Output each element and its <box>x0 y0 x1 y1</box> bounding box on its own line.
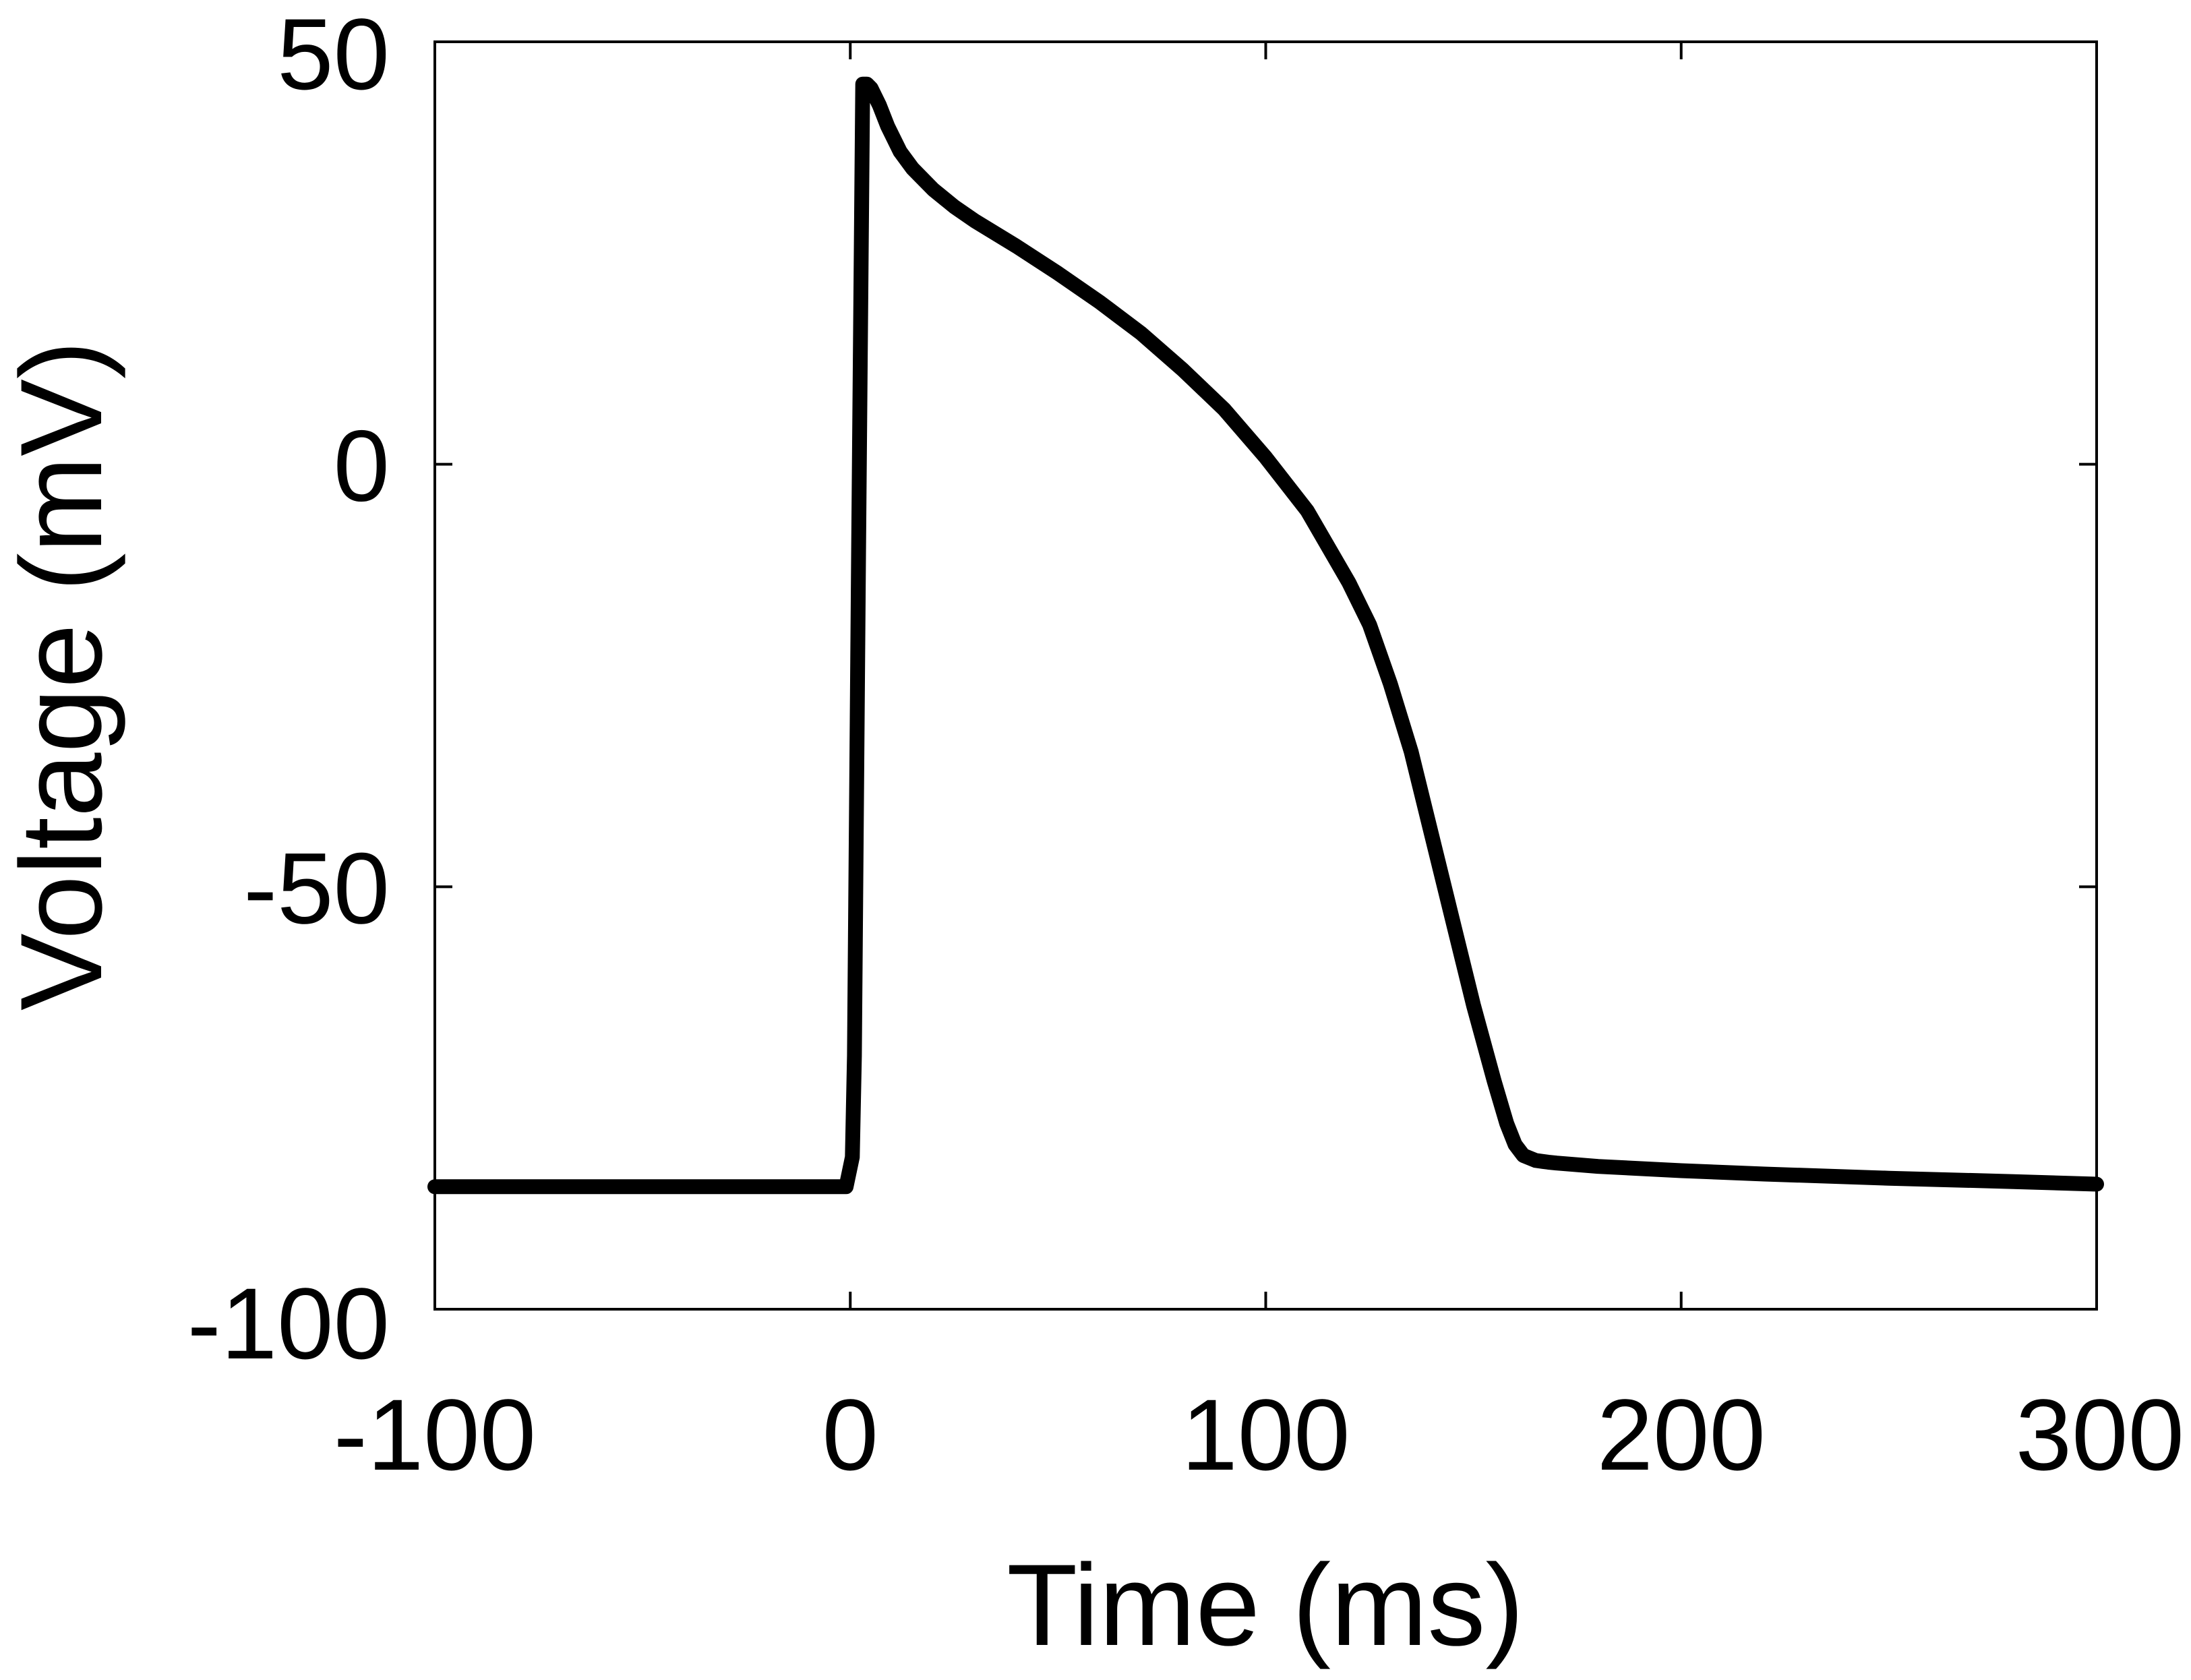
y-tick-label: 0 <box>334 409 390 522</box>
axis-ticks <box>433 40 2098 1311</box>
x-tick-labels: -100 0 100 200 300 <box>334 1378 2184 1491</box>
y-axis-label: Voltage (mV) <box>0 340 126 1011</box>
x-axis-label: Time (ms) <box>1007 1540 1524 1670</box>
plot-area <box>433 40 2098 1311</box>
y-tick-labels: -100 -50 0 50 <box>187 0 390 1380</box>
y-tick-label: -50 <box>243 831 390 944</box>
x-tick-label: 300 <box>2016 1378 2184 1491</box>
y-tick-label: 50 <box>277 0 390 111</box>
x-tick-label: -100 <box>334 1378 536 1491</box>
x-tick-label: 0 <box>822 1378 878 1491</box>
y-tick-label: -100 <box>187 1267 390 1380</box>
x-tick-label: 200 <box>1597 1378 1766 1491</box>
series-group <box>427 76 2104 1195</box>
series-line-0 <box>427 76 2104 1195</box>
x-tick-label: 100 <box>1181 1378 1350 1491</box>
